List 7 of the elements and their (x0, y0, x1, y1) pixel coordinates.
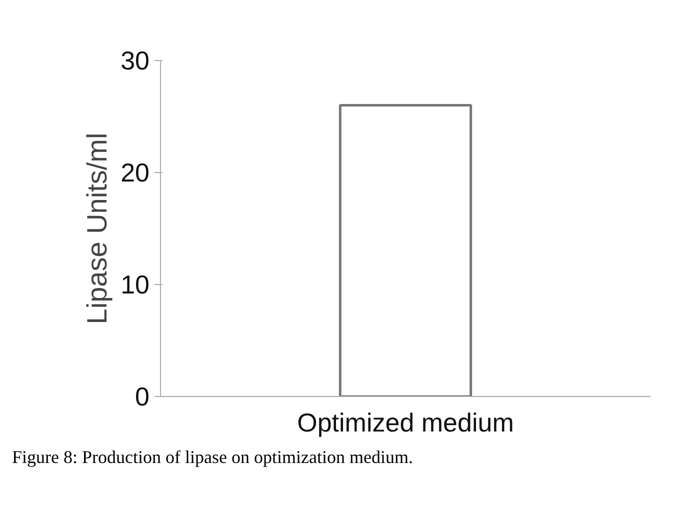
x-tick-label: Optimized medium (297, 408, 514, 438)
y-tick-label: 30 (120, 46, 150, 76)
caption: Figure 8: Production of lipase on optimization medium. (12, 446, 413, 469)
y-axis-title: Lipase Units/ml (82, 132, 113, 324)
y-tick-label: 0 (135, 382, 150, 412)
y-tick-label: 20 (120, 158, 150, 188)
y-tick-label: 10 (120, 270, 150, 300)
